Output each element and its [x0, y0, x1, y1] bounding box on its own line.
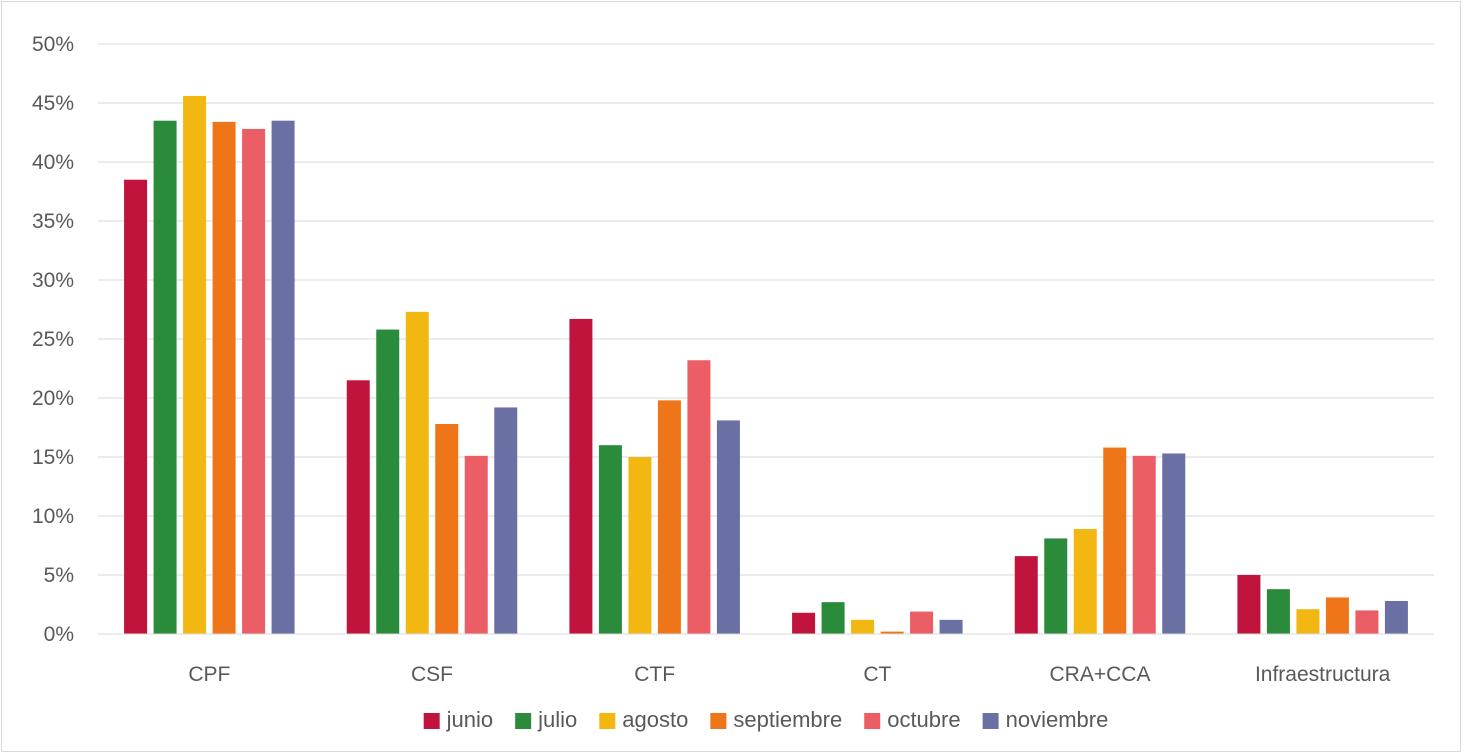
x-tick-label: CSF: [411, 663, 453, 686]
bar-octubre-cpf: [242, 129, 265, 634]
bar-noviembre-cra-cca: [1162, 453, 1185, 634]
y-tick-label: 20%: [32, 387, 74, 410]
bar-noviembre-ctf: [717, 420, 740, 634]
y-tick-label: 15%: [32, 446, 74, 469]
x-tick-label: CRA+CCA: [1050, 663, 1151, 686]
bar-septiembre-cra-cca: [1103, 448, 1126, 634]
legend-swatch: [710, 713, 726, 729]
bar-septiembre-cpf: [213, 122, 236, 634]
x-axis-ticks: CPF CSF CTF CT CRA+CCA Infraestructura: [188, 663, 1390, 686]
y-tick-label: 5%: [44, 564, 74, 587]
y-tick-label: 40%: [32, 151, 74, 174]
legend-item-agosto: agosto: [599, 707, 688, 732]
legend-item-noviembre: noviembre: [983, 707, 1109, 732]
y-tick-label: 10%: [32, 505, 74, 528]
bar-noviembre-csf: [494, 407, 517, 634]
legend: junio julio agosto septiembre octubre noviemb…: [424, 707, 1109, 732]
bar-junio-cpf: [124, 180, 147, 634]
bar-noviembre-infraestructura: [1385, 601, 1408, 634]
y-tick-label: 0%: [44, 623, 74, 646]
y-tick-label: 30%: [32, 269, 74, 292]
bar-julio-ctf: [599, 445, 622, 634]
x-tick-label: CTF: [634, 663, 675, 686]
bar-octubre-cra-cca: [1133, 456, 1156, 634]
legend-swatch: [424, 713, 440, 729]
bar-noviembre-ct: [940, 620, 963, 634]
y-tick-label: 35%: [32, 210, 74, 233]
bar-julio-infraestructura: [1267, 589, 1290, 634]
bar-agosto-cra-cca: [1074, 529, 1097, 634]
legend-swatch: [599, 713, 615, 729]
legend-item-septiembre: septiembre: [710, 707, 842, 732]
bar-agosto-ctf: [628, 457, 651, 634]
legend-item-junio: junio: [424, 707, 493, 732]
bars: [124, 96, 1408, 634]
bar-junio-cra-cca: [1015, 556, 1038, 634]
bar-septiembre-infraestructura: [1326, 597, 1349, 634]
legend-label: junio: [446, 707, 493, 732]
bar-junio-csf: [347, 380, 370, 634]
bar-julio-ct: [822, 602, 845, 634]
legend-swatch: [983, 713, 999, 729]
bar-octubre-ctf: [687, 360, 710, 634]
bar-junio-ctf: [569, 319, 592, 634]
legend-item-julio: julio: [515, 707, 577, 732]
bar-junio-ct: [792, 613, 815, 634]
legend-label: octubre: [887, 707, 960, 732]
bar-noviembre-cpf: [272, 121, 295, 634]
x-tick-label: CT: [863, 663, 891, 686]
bar-junio-infraestructura: [1237, 575, 1260, 634]
bar-julio-cpf: [154, 121, 177, 634]
y-tick-label: 45%: [32, 92, 74, 115]
bar-agosto-csf: [406, 312, 429, 634]
legend-item-octubre: octubre: [864, 707, 960, 732]
y-tick-label: 25%: [32, 328, 74, 351]
legend-swatch: [864, 713, 880, 729]
bar-agosto-cpf: [183, 96, 206, 634]
bar-septiembre-ctf: [658, 400, 681, 634]
x-tick-label: CPF: [188, 663, 230, 686]
y-tick-label: 50%: [32, 33, 74, 56]
bar-agosto-ct: [851, 620, 874, 634]
bar-octubre-infraestructura: [1355, 610, 1378, 634]
x-tick-label: Infraestructura: [1255, 663, 1391, 686]
legend-swatch: [515, 713, 531, 729]
legend-label: noviembre: [1006, 707, 1109, 732]
bar-agosto-infraestructura: [1296, 609, 1319, 634]
legend-label: septiembre: [733, 707, 842, 732]
bar-julio-cra-cca: [1044, 538, 1067, 634]
gridlines: [98, 44, 1434, 575]
legend-label: agosto: [622, 707, 688, 732]
bar-octubre-ct: [910, 612, 933, 634]
bar-octubre-csf: [465, 456, 488, 634]
bar-julio-csf: [376, 330, 399, 634]
y-axis-ticks: 0% 5% 10% 15% 20% 25% 30% 35% 40% 45% 50%: [32, 33, 74, 646]
bar-septiembre-csf: [435, 424, 458, 634]
legend-label: julio: [537, 707, 577, 732]
